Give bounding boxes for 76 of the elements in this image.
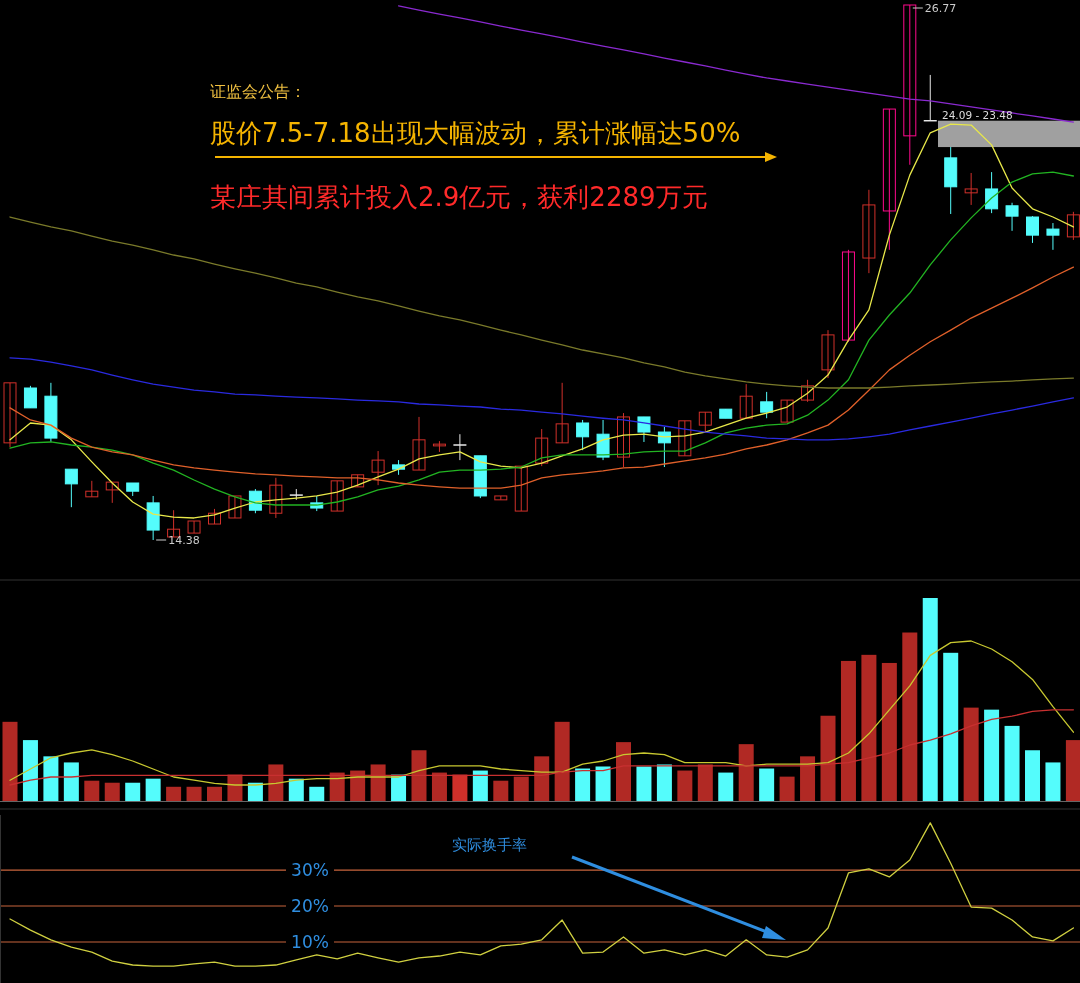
bar xyxy=(186,786,202,801)
candlestick xyxy=(105,481,119,504)
bar xyxy=(1004,725,1020,801)
candlestick xyxy=(678,420,692,457)
candlestick xyxy=(780,399,794,423)
candlestick xyxy=(821,329,835,379)
candlestick xyxy=(228,495,242,519)
line-series xyxy=(9,822,1075,967)
candlestick xyxy=(760,391,774,419)
candlestick xyxy=(1066,211,1080,241)
candlestick xyxy=(535,428,549,467)
candlestick xyxy=(1026,215,1039,244)
candlestick xyxy=(657,426,671,468)
candlestick xyxy=(637,416,651,443)
candlestick xyxy=(330,480,344,512)
candlestick xyxy=(64,468,78,508)
candlestick xyxy=(882,108,896,251)
bar xyxy=(391,774,407,801)
candlestick xyxy=(698,411,712,433)
bar xyxy=(493,780,509,801)
candlestick xyxy=(3,382,17,448)
bar xyxy=(247,782,263,801)
candlestick xyxy=(841,249,855,343)
candlestick xyxy=(862,189,876,274)
bar xyxy=(43,756,59,801)
candlestick xyxy=(555,382,569,444)
bar xyxy=(104,782,120,801)
candlestick xyxy=(801,379,815,403)
candlestick xyxy=(23,385,37,409)
bar xyxy=(943,652,959,801)
bar xyxy=(636,766,652,801)
bar xyxy=(145,778,161,801)
band-label: 24.09 - 23.48 xyxy=(942,108,1013,121)
bar xyxy=(759,768,775,801)
candlestick xyxy=(617,412,630,468)
bar xyxy=(779,776,795,801)
bar xyxy=(922,598,938,801)
candlestick xyxy=(514,465,528,512)
candlestick xyxy=(269,477,283,519)
candlestick xyxy=(1005,202,1019,232)
bar xyxy=(166,786,182,801)
bar xyxy=(288,778,304,801)
bar xyxy=(656,764,672,801)
candlestick xyxy=(371,450,385,486)
bar xyxy=(207,786,222,801)
annotation: 证监会公告： xyxy=(210,82,306,101)
bar xyxy=(472,770,488,801)
candlestick xyxy=(964,172,978,206)
bar xyxy=(575,768,591,801)
y-tick-label: 10% xyxy=(291,931,329,952)
bar xyxy=(22,740,38,801)
bar xyxy=(1045,762,1061,801)
bar xyxy=(677,770,693,801)
candlestick xyxy=(1046,222,1060,251)
annotation: 实际换手率 xyxy=(452,836,527,854)
annotation: 某庄其间累计投入2.9亿元，获利2289万元 xyxy=(210,182,708,212)
bar xyxy=(718,772,734,801)
bar xyxy=(1025,750,1040,801)
bar xyxy=(595,766,611,801)
bar xyxy=(984,709,1000,801)
bar xyxy=(84,780,100,801)
bar xyxy=(63,762,79,801)
y-tick-label: 30% xyxy=(291,860,329,881)
annotation: 股价7.5-7.18出现大幅波动，累计涨幅达50% xyxy=(210,118,741,148)
annotation: 26.77 xyxy=(924,2,957,15)
candlestick xyxy=(452,433,468,461)
candlestick xyxy=(739,383,753,419)
y-tick-label: 20% xyxy=(291,896,329,917)
candlestick xyxy=(576,419,590,451)
candlestick xyxy=(187,520,201,534)
annotation: 14.38 xyxy=(168,534,200,547)
bar xyxy=(309,786,325,801)
candlestick xyxy=(985,171,999,214)
candlestick xyxy=(412,416,426,471)
bar xyxy=(125,782,141,801)
bar xyxy=(1065,740,1080,801)
